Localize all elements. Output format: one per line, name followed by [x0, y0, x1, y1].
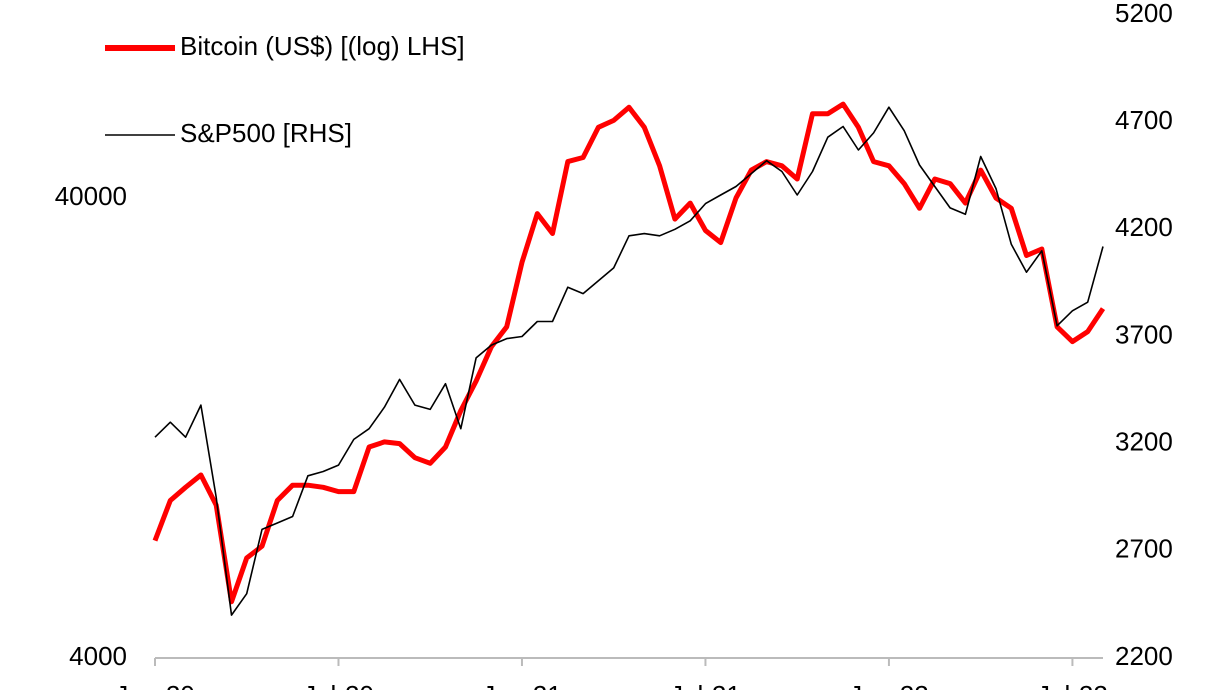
y2-tick-label: 4700	[1115, 105, 1173, 135]
y-tick-label: 4000	[69, 641, 127, 671]
legend-label: Bitcoin (US$) [(log) LHS]	[180, 31, 465, 61]
y2-tick-label: 3200	[1115, 427, 1173, 457]
x-tick-label: Jul-21	[670, 680, 741, 690]
y2-tick-label: 5200	[1115, 0, 1173, 28]
y2-tick-label: 2700	[1115, 534, 1173, 564]
legend-label: S&P500 [RHS]	[180, 118, 352, 148]
y2-tick-label: 2200	[1115, 641, 1173, 671]
x-tick-label: Jul-22	[1037, 680, 1108, 690]
y2-tick-label: 4200	[1115, 212, 1173, 242]
series-line	[152, 101, 1106, 605]
x-tick-label: Jan-20	[115, 680, 195, 690]
x-tick-label: Jan-21	[482, 680, 562, 690]
x-tick-label: Jan-22	[849, 680, 929, 690]
y-tick-label: 40000	[55, 181, 127, 211]
y2-tick-label: 3700	[1115, 319, 1173, 349]
series-line	[154, 106, 1104, 616]
x-tick-label: Jul-20	[303, 680, 374, 690]
